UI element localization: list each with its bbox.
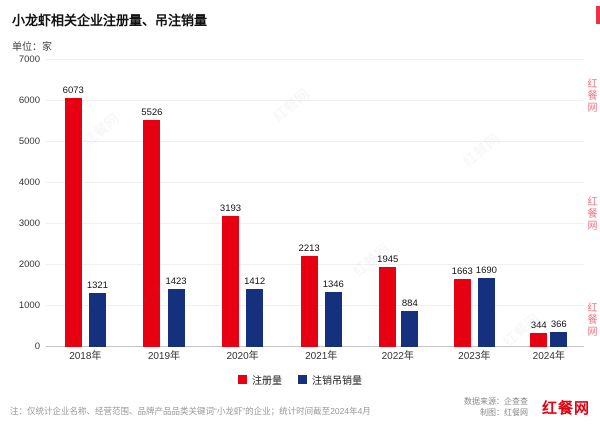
bar-注销吊销量 [324,291,342,347]
x-axis-label: 2024年 [532,351,565,362]
legend-label: 注册量 [252,376,282,387]
bars-row: 6073 1321 [63,85,108,347]
bar-column: 2213 [299,243,320,347]
bar-column: 5526 [141,107,162,347]
bar-column: 1412 [244,276,265,347]
x-axis-label: 2021年 [305,351,338,362]
y-tick-label: 2000 [18,259,40,270]
data-source: 数据来源：企查查 [464,397,528,407]
bar-注册量 [300,256,318,347]
hongcan-logo: 红餐网 [541,400,590,417]
bar-group: 1663 1690 2023年 [452,265,497,365]
y-tick-label: 1000 [18,300,40,311]
bar-value-label: 884 [401,297,418,309]
bar-group: 6073 1321 2018年 [63,85,108,365]
bar-groups: 6073 1321 2018年 5526 1423 2019年 3193 1412 2020年 2… [46,60,584,365]
y-tick-label: 6000 [18,95,40,106]
y-tick-label: 3000 [18,218,40,229]
bar-column: 884 [401,297,419,347]
bar-column: 1346 [323,279,344,347]
legend-item: 注销吊销量 [298,372,362,387]
bars-row: 1663 1690 [452,265,497,347]
bars-row: 1945 884 [377,254,419,347]
bar-column: 344 [530,319,548,347]
bar-column: 1423 [165,275,187,347]
bars-row: 5526 1423 [141,107,187,347]
bar-注册量 [530,332,548,347]
bar-value-label: 3193 [219,203,242,215]
bar-value-label: 1423 [165,275,187,287]
bar-value-label: 5526 [141,107,163,119]
credit: 制图：红餐网 [480,408,528,418]
gridline [46,182,584,183]
bar-column: 3193 [220,203,241,347]
bar-value-label: 1321 [86,279,108,291]
bar-group: 3193 1412 2020年 [220,203,265,365]
bar-group: 5526 1423 2019年 [141,107,186,365]
x-axis-label: 2020年 [226,351,259,362]
bar-value-label: 6073 [62,85,84,97]
bar-注销吊销量 [401,310,419,347]
watermark: 红餐网 [585,78,596,114]
watermark: 红餐网 [585,196,596,232]
bar-group: 2213 1346 2021年 [299,243,344,365]
gridline [46,223,584,224]
bar-column: 6073 [63,85,84,347]
bar-column: 1690 [476,265,497,347]
y-tick-label: 4000 [18,177,40,188]
bar-column: 1321 [87,280,108,347]
bar-chart-plot: 0 1000 2000 3000 4000 5000 6000 7000 6073 1321 201… [19,54,584,365]
legend: 注册量 注销吊销量 [0,372,600,387]
bar-注册量 [143,120,161,347]
bar-注册量 [221,216,239,347]
y-tick-label: 7000 [18,54,40,65]
bar-value-label: 2213 [298,243,320,255]
bar-group: 344 366 2024年 [530,319,568,365]
bar-value-label: 344 [530,319,547,331]
bar-注销吊销量 [246,289,264,347]
gridline [46,59,584,60]
unit-label: 单位：家 [12,42,52,53]
bar-注册量 [64,98,82,347]
bar-注册量 [453,278,471,347]
gridline [46,100,584,101]
bar-注销吊销量 [88,292,106,347]
watermark: 红餐网 [585,302,596,338]
gridline [46,141,584,142]
x-axis-label: 2019年 [147,351,181,362]
bar-value-label: 1412 [244,276,266,288]
bar-注销吊销量 [477,277,495,347]
bars-row: 3193 1412 [220,203,265,347]
bar-注销吊销量 [167,288,185,347]
corner-red-mark [596,6,600,24]
footnote: 注：仅统计企业名称、经营范围、品牌产品品类关键词“小龙虾”的企业；统计时间截至2… [10,406,371,416]
bar-注销吊销量 [550,332,568,347]
bar-value-label: 1690 [475,264,497,276]
bar-group: 1945 884 2022年 [377,254,419,365]
x-axis-label: 2022年 [381,351,414,362]
bar-column: 366 [550,319,568,347]
legend-swatch [298,375,307,384]
bar-value-label: 1945 [377,254,399,266]
bar-column: 1945 [377,254,398,347]
bar-value-label: 366 [550,319,567,330]
y-tick-label: 5000 [18,136,40,147]
bar-value-label: 1346 [322,278,344,290]
page-title: 小龙虾相关企业注册量、吊注销量 [12,13,208,28]
bars-row: 344 366 [530,319,568,347]
bar-value-label: 1663 [451,265,473,277]
bar-column: 1663 [452,266,473,347]
bars-row: 2213 1346 [299,243,344,347]
legend-label: 注销吊销量 [312,376,362,387]
y-tick-label: 0 [34,341,40,352]
x-axis-label: 2018年 [69,351,102,362]
source-block: 数据来源：企查查 制图：红餐网 [464,397,528,419]
x-axis-label: 2023年 [458,351,491,362]
bar-注册量 [379,267,397,347]
legend-item: 注册量 [238,372,282,387]
legend-swatch [238,375,247,384]
